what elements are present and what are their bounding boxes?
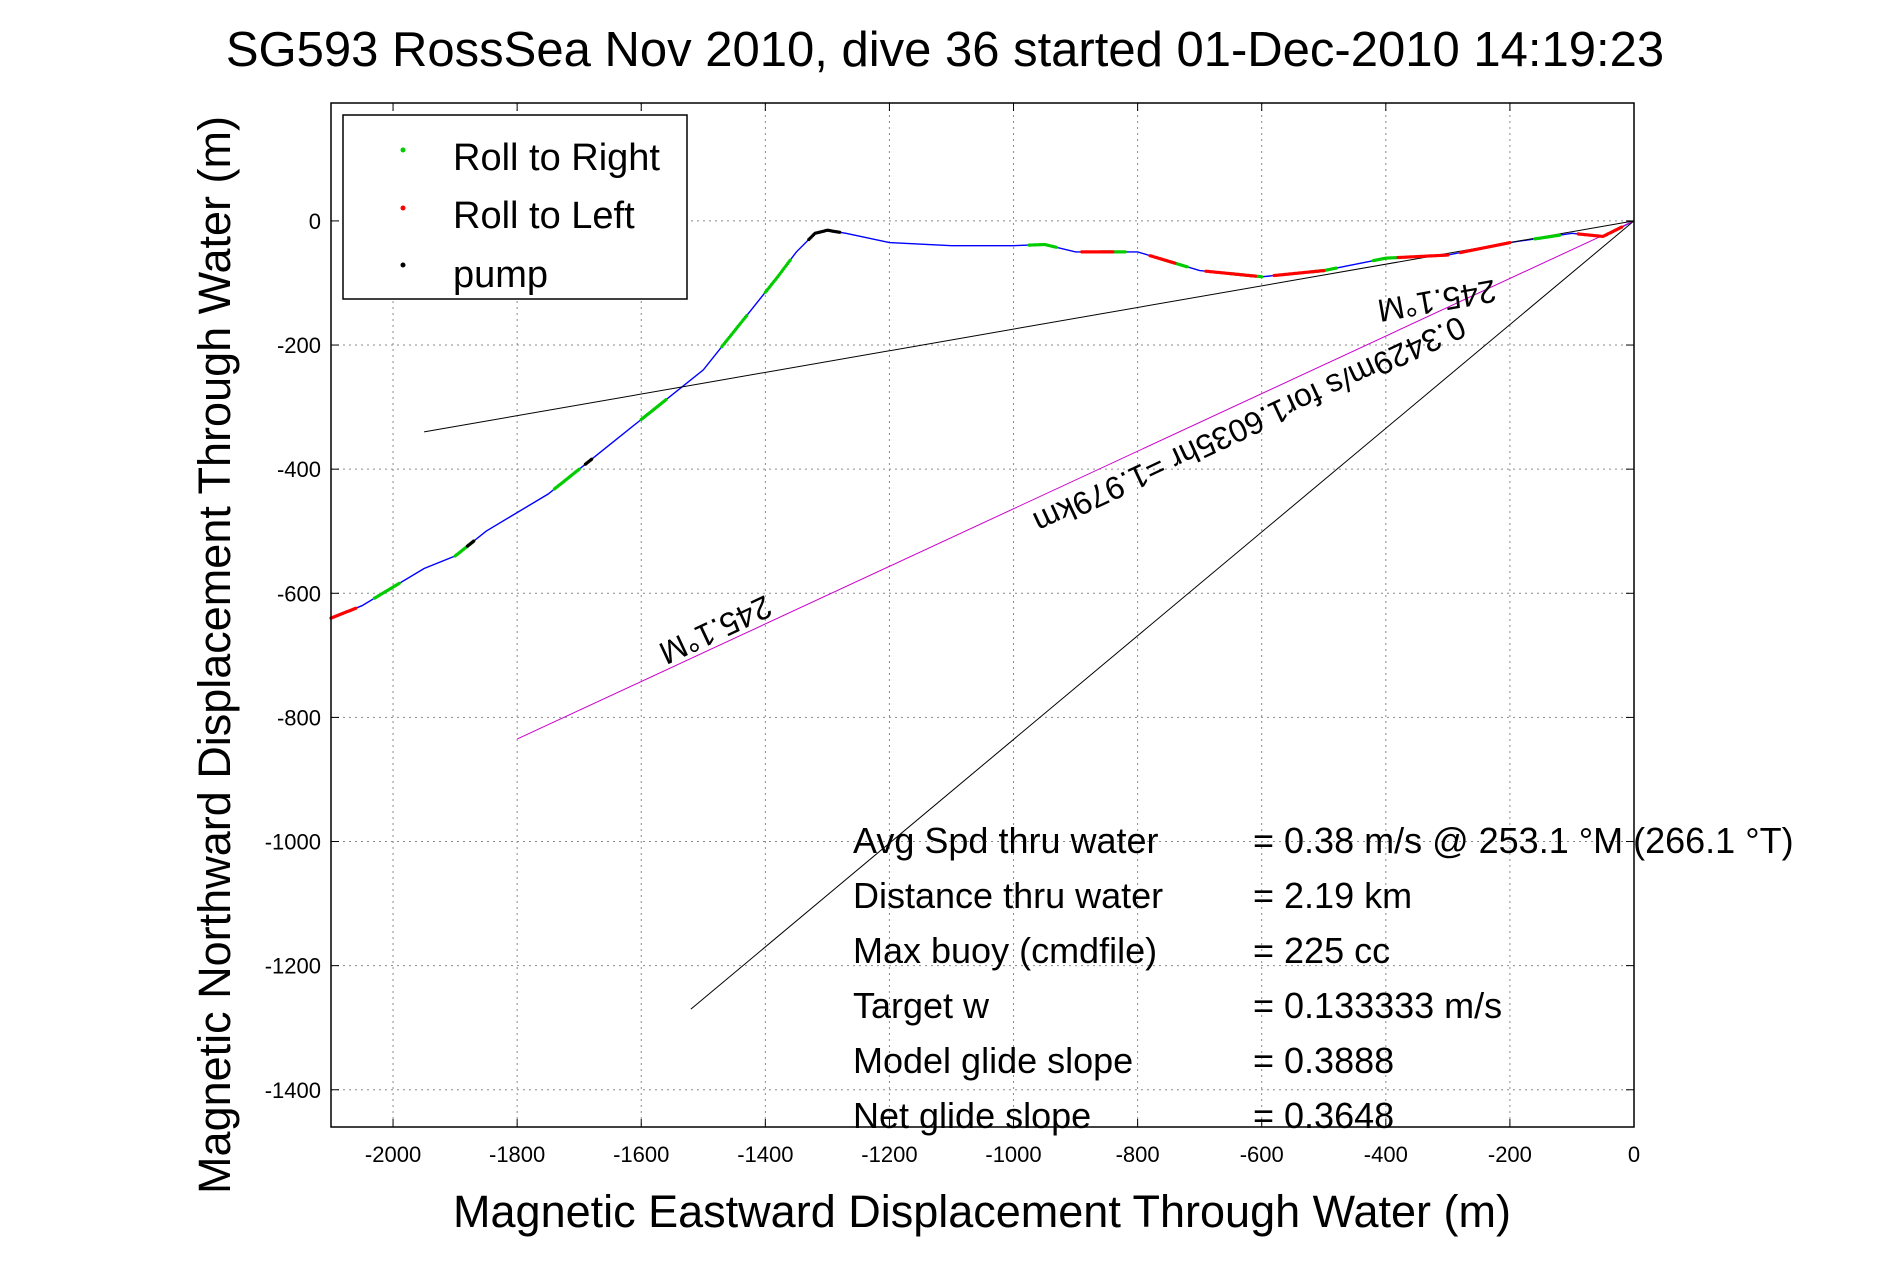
x-tick-label: 0	[1628, 1142, 1640, 1167]
legend: Roll to Right Roll to Left pump	[342, 114, 688, 300]
legend-label-roll-left: Roll to Left	[453, 195, 635, 237]
plot-border	[330, 102, 1635, 1128]
annotation-target-w-value: = 0.133333 m/s	[1253, 985, 1502, 1026]
legend-swatch-roll-left	[400, 205, 406, 211]
roll-right-marker	[664, 398, 668, 402]
y-tick-label: -1200	[265, 954, 321, 979]
y-tick-label: -1400	[265, 1078, 321, 1103]
y-ticks: 0 -200 -400 -600 -800 -1000 -1200 -1400	[265, 209, 1634, 1103]
annotation-model-glide-label: Model glide slope	[853, 1040, 1133, 1081]
annotations: Avg Spd thru water = 0.38 m/s @ 253.1 °M…	[853, 820, 1794, 1136]
legend-label-roll-right: Roll to Right	[453, 137, 660, 179]
annotation-model-glide-value: = 0.3888	[1253, 1040, 1394, 1081]
legend-swatch-pump	[400, 262, 406, 268]
roll-right-marker	[1557, 233, 1562, 237]
roll-left-marker	[1446, 253, 1450, 257]
roll-left-marker	[1508, 241, 1512, 245]
legend-label-pump: pump	[453, 254, 548, 296]
legend-box	[342, 114, 688, 300]
series-reference-line-2	[690, 220, 1635, 1010]
y-tick-label: -1000	[265, 830, 321, 855]
x-ticks: -2000 -1800 -1600 -1400 -1200 -1000 -800 -600 -4…	[365, 103, 1640, 1167]
annotation-net-glide-label: Net glide slope	[853, 1095, 1091, 1136]
roll-right-marker	[397, 581, 401, 585]
roll-left-marker	[1253, 274, 1258, 278]
legend-swatch-roll-right	[400, 147, 406, 153]
roll-left-marker	[1111, 250, 1115, 254]
marker-layer	[329, 225, 1624, 620]
y-axis-label: Magnetic Northward Displacement Through …	[189, 116, 240, 1194]
roll-right-marker	[577, 467, 581, 471]
annotation-max-buoy-value: = 225 cc	[1253, 930, 1390, 971]
roll-right-marker	[1054, 245, 1058, 249]
y-tick-label: -400	[277, 457, 321, 482]
y-tick-label: -600	[277, 581, 321, 606]
series-heading-line	[516, 220, 1635, 740]
pump-marker	[838, 230, 842, 234]
roll-left-marker	[1173, 261, 1177, 265]
roll-left-marker	[1322, 269, 1326, 273]
x-tick-label: -2000	[365, 1142, 421, 1167]
y-tick-label: -200	[277, 333, 321, 358]
annotation-avg-speed-value: = 0.38 m/s @ 253.1 °M (266.1 °T)	[1253, 820, 1794, 861]
roll-right-marker	[1260, 275, 1264, 279]
annotation-avg-speed-label: Avg Spd thru water	[853, 820, 1159, 861]
x-tick-label: -600	[1240, 1142, 1284, 1167]
x-tick-label: -800	[1116, 1142, 1160, 1167]
roll-right-marker	[1334, 266, 1338, 270]
y-tick-label: 0	[309, 209, 321, 234]
roll-left-marker	[1620, 225, 1624, 229]
pump-marker	[472, 539, 476, 543]
annotation-target-w-label: Target w	[853, 985, 990, 1026]
x-tick-label: -400	[1364, 1142, 1408, 1167]
roll-right-marker	[745, 314, 749, 318]
annotation-max-buoy-label: Max buoy (cmdfile)	[853, 930, 1157, 971]
pump-marker	[590, 457, 594, 461]
x-tick-label: -1800	[489, 1142, 545, 1167]
x-tick-label: -1400	[737, 1142, 793, 1167]
x-tick-label: -1600	[613, 1142, 669, 1167]
roll-right-marker	[788, 258, 792, 262]
annotation-net-glide-value: = 0.3648	[1253, 1095, 1394, 1136]
x-tick-label: -1000	[985, 1142, 1041, 1167]
chart-title: SG593 RossSea Nov 2010, dive 36 started …	[226, 23, 1664, 77]
x-axis-label: Magnetic Eastward Displacement Through W…	[453, 1186, 1511, 1237]
roll-left-marker	[354, 606, 358, 610]
y-tick-label: -800	[277, 705, 321, 730]
roll-right-marker	[1123, 250, 1127, 254]
x-tick-label: -200	[1488, 1142, 1532, 1167]
annotation-distance-label: Distance thru water	[853, 875, 1163, 916]
roll-right-marker	[1185, 265, 1189, 269]
annotation-distance-value: = 2.19 km	[1253, 875, 1412, 916]
x-tick-label: -1200	[861, 1142, 917, 1167]
